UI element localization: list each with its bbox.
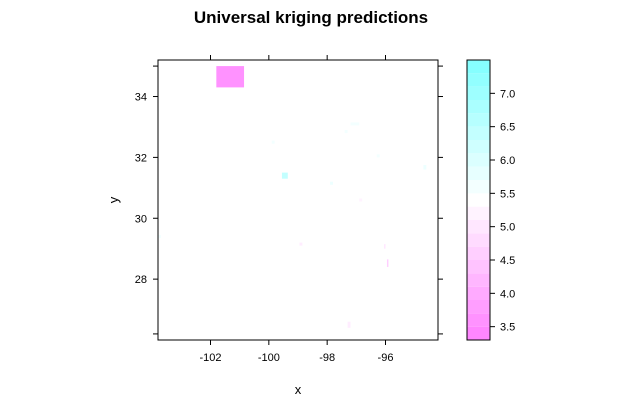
color-key-band — [467, 100, 490, 114]
prediction-cell — [330, 181, 333, 185]
color-key-frame — [466, 59, 491, 341]
color-key-band — [467, 86, 490, 100]
prediction-cell — [347, 321, 351, 328]
color-key-band — [467, 140, 490, 154]
y-tick-label: 28 — [135, 274, 147, 286]
color-key-band — [467, 153, 490, 167]
color-key-band — [467, 113, 490, 127]
prediction-cell — [376, 154, 380, 158]
prediction-cell — [281, 172, 288, 179]
color-key-tick-label: 3.5 — [500, 322, 515, 334]
prediction-cell — [350, 122, 360, 126]
color-key-tick-label: 4.0 — [500, 288, 515, 300]
prediction-cell — [423, 165, 427, 170]
color-key: 3.5 4.0 4.5 5.0 5.5 6.0 6.5 7.0 — [466, 59, 515, 341]
x-tick-label: -100 — [258, 352, 280, 364]
color-key-tick-label: 7.0 — [500, 88, 515, 100]
plot-frame — [157, 59, 439, 341]
color-key-band — [467, 73, 490, 87]
x-tick-label: -98 — [319, 352, 335, 364]
prediction-cell — [299, 242, 303, 246]
color-key-tick-label: 6.5 — [500, 122, 515, 134]
y-tick-label: 30 — [135, 213, 147, 225]
chart-title: Universal kriging predictions — [194, 8, 428, 27]
prediction-cell — [384, 244, 386, 249]
y-axis-label: y — [106, 196, 121, 203]
color-key-tick-label: 4.5 — [500, 255, 515, 267]
color-key-band — [467, 126, 490, 140]
color-key-tick-label: 5.5 — [500, 188, 515, 200]
color-key-tick-label: 6.0 — [500, 155, 515, 167]
color-key-tick-label: 5.0 — [500, 222, 515, 234]
prediction-cell — [216, 66, 245, 88]
color-key-band — [467, 193, 490, 207]
plot-panel: -102 -100 -98 -96 28 30 32 34 — [135, 55, 443, 364]
prediction-background — [158, 60, 438, 340]
color-key-band — [467, 300, 490, 314]
color-key-band — [467, 326, 490, 340]
prediction-cell — [271, 140, 275, 144]
color-key-band — [467, 166, 490, 180]
prediction-cell — [359, 198, 363, 202]
y-tick-label: 32 — [135, 152, 147, 164]
color-key-band — [467, 273, 490, 287]
color-key-band — [467, 206, 490, 220]
prediction-cell — [344, 130, 348, 134]
color-key-band — [467, 313, 490, 327]
color-key-band — [467, 233, 490, 247]
color-key-band — [467, 220, 490, 234]
x-tick-label: -102 — [199, 352, 221, 364]
prediction-cell — [158, 235, 161, 239]
color-key-band — [467, 260, 490, 274]
y-tick-label: 34 — [135, 92, 147, 104]
color-key-band — [467, 246, 490, 260]
color-key-band — [467, 180, 490, 194]
x-axis-label: x — [295, 382, 302, 397]
prediction-cell — [386, 259, 389, 267]
color-key-band — [467, 60, 490, 74]
x-tick-label: -96 — [378, 352, 394, 364]
color-key-band — [467, 286, 490, 300]
